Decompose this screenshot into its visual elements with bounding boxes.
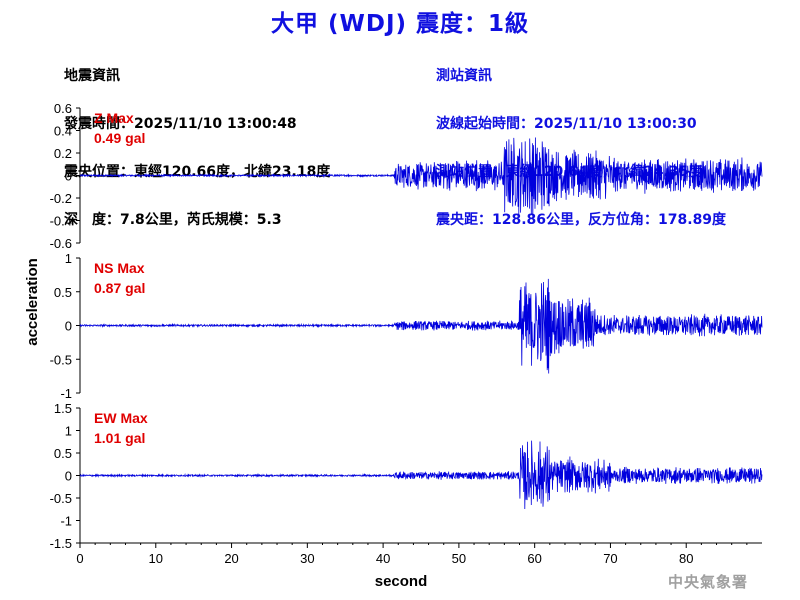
agency-footer: 中央氣象署	[667, 573, 748, 591]
y-tick-label-ew: 1	[65, 424, 72, 439]
x-tick-label: 40	[376, 551, 390, 566]
x-tick-label: 10	[149, 551, 163, 566]
y-tick-label-z: 0.2	[54, 146, 72, 161]
y-tick-label-z: 0	[65, 169, 72, 184]
x-tick-label: 60	[527, 551, 541, 566]
x-tick-label: 0	[76, 551, 83, 566]
x-tick-label: 50	[452, 551, 466, 566]
x-tick-label: 30	[300, 551, 314, 566]
max-value-ew: 1.01 gal	[94, 430, 145, 446]
y-tick-label-ns: 0	[65, 319, 72, 334]
y-tick-label-ns: 1	[65, 251, 72, 266]
origin-time: 發震時間：2025/11/10 13:00:48	[64, 116, 297, 132]
waveform-z	[79, 137, 763, 219]
station-info-heading: 測站資訊	[436, 68, 492, 84]
y-tick-label-ew: 0.5	[54, 446, 72, 461]
y-tick-label-ew: 1.5	[54, 401, 72, 416]
y-axis-title: acceleration	[24, 258, 41, 346]
max-value-z: 0.49 gal	[94, 130, 145, 146]
x-axis-title: second	[375, 573, 428, 590]
max-label-ew: EW Max	[94, 410, 148, 426]
y-tick-label-z: 0.6	[54, 101, 72, 116]
distance-azimuth: 震央距：128.86公里，反方位角：178.89度	[436, 212, 727, 228]
y-tick-label-z: -0.2	[50, 191, 72, 206]
max-label-ns: NS Max	[94, 260, 145, 276]
y-tick-label-ew: 0	[65, 469, 72, 484]
x-tick-label: 20	[224, 551, 238, 566]
y-tick-label-z: -0.6	[50, 236, 72, 251]
waveform-start-time: 波線起始時間：2025/11/10 13:00:30	[436, 116, 697, 132]
chart-title: 大甲 (WDJ) 震度：1級	[270, 11, 530, 37]
y-tick-label-z: 0.4	[54, 124, 72, 139]
y-tick-label-z: -0.4	[50, 214, 72, 229]
y-tick-label-ew: -1.5	[50, 536, 72, 551]
y-tick-label-ns: -1	[60, 386, 72, 401]
x-tick-label: 70	[603, 551, 617, 566]
max-label-z: Z Max	[94, 110, 134, 126]
waveform-ns	[79, 278, 763, 374]
quake-info-heading: 地震資訊	[64, 68, 120, 84]
y-tick-label-ew: -0.5	[50, 491, 72, 506]
x-tick-label: 80	[679, 551, 693, 566]
y-tick-label-ns: -0.5	[50, 352, 72, 367]
depth-magnitude: 深 度：7.8公里，芮氏規模：5.3	[64, 212, 282, 228]
waveform-ew	[79, 440, 763, 510]
y-tick-label-ew: -1	[60, 514, 72, 529]
y-tick-label-ns: 0.5	[54, 285, 72, 300]
max-value-ns: 0.87 gal	[94, 280, 145, 296]
quake-info-block: 地震資訊 發震時間：2025/11/10 13:00:48 震央位置：東經120…	[64, 36, 330, 244]
